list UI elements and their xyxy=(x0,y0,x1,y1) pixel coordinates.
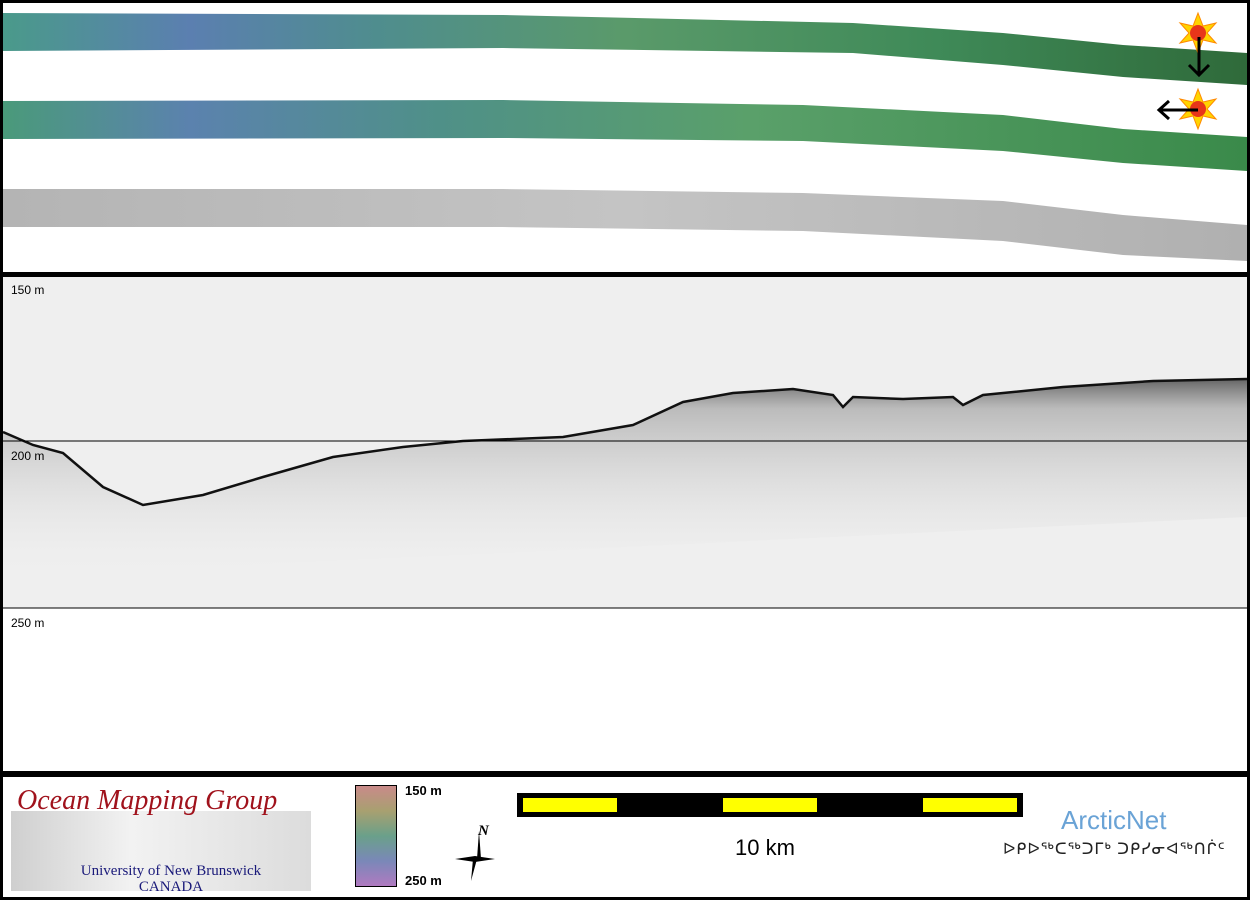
depth-label-150: 150 m xyxy=(11,283,45,297)
scale-segment xyxy=(723,798,817,812)
north-label: N xyxy=(478,823,489,839)
omg-logo-background xyxy=(11,811,311,891)
partner-name: ArcticNet xyxy=(1061,805,1167,835)
org-name: Ocean Mapping Group xyxy=(17,785,278,816)
scale-bar xyxy=(517,793,1023,817)
scale-segment xyxy=(523,798,617,812)
depth-label-200: 200 m xyxy=(11,449,45,463)
scale-label: 10 km xyxy=(735,835,795,860)
legend-panel: Ocean Mapping Group University of New Br… xyxy=(3,777,1247,897)
colorbar-top-label: 150 m xyxy=(405,783,442,798)
org-university: University of New Brunswick xyxy=(80,863,262,879)
scale-segment xyxy=(923,798,1017,812)
org-country: CANADA xyxy=(138,879,204,895)
north-arrow-icon xyxy=(455,831,495,881)
profile-graphic xyxy=(3,277,1247,609)
swath-strips xyxy=(3,11,1247,261)
backscatter-strip xyxy=(3,189,1247,261)
arrow-down-icon xyxy=(1187,37,1211,78)
partner-syllabics: ᐅᑭᐅᖅᑕᖅᑐᒥᒃ ᑐᑭᓯᓂᐊᖅᑎᒌᑦ xyxy=(1003,841,1226,858)
bathymetry-strip-2 xyxy=(3,100,1247,171)
colorbar-bottom-label: 250 m xyxy=(405,873,442,888)
swath-panel xyxy=(3,3,1247,272)
arrow-left-icon xyxy=(1156,99,1198,121)
omg-logo: Ocean Mapping Group University of New Br… xyxy=(11,781,311,895)
depth-label-250: 250 m xyxy=(11,616,45,630)
seafloor-line xyxy=(3,377,1247,507)
sediment-shading xyxy=(3,379,1247,577)
bathymetry-strip-1 xyxy=(3,13,1247,85)
legend-graphics xyxy=(455,793,1023,881)
colorbar xyxy=(355,785,397,887)
profile-panel: 150 m 200 m 250 m xyxy=(3,277,1247,771)
